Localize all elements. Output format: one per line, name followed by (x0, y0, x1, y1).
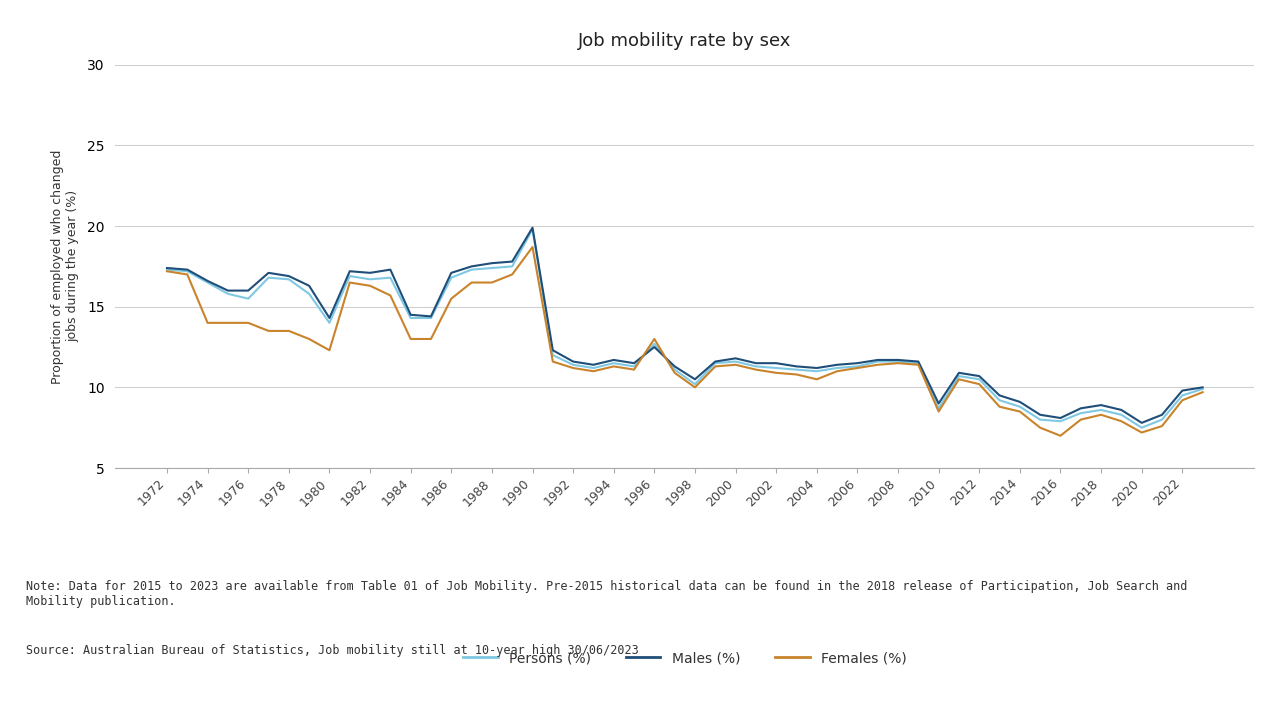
Legend: Persons (%), Males (%), Females (%): Persons (%), Males (%), Females (%) (458, 646, 911, 671)
Text: Job mobility rate by sex: Job mobility rate by sex (579, 32, 791, 50)
Text: Note: Data for 2015 to 2023 are available from Table 01 of Job Mobility. Pre-201: Note: Data for 2015 to 2023 are availabl… (26, 580, 1187, 608)
Text: Source: Australian Bureau of Statistics, Job mobility still at 10-year high 30/0: Source: Australian Bureau of Statistics,… (26, 644, 639, 657)
Y-axis label: Proportion of employed who changed
jobs during the year (%): Proportion of employed who changed jobs … (51, 149, 79, 384)
